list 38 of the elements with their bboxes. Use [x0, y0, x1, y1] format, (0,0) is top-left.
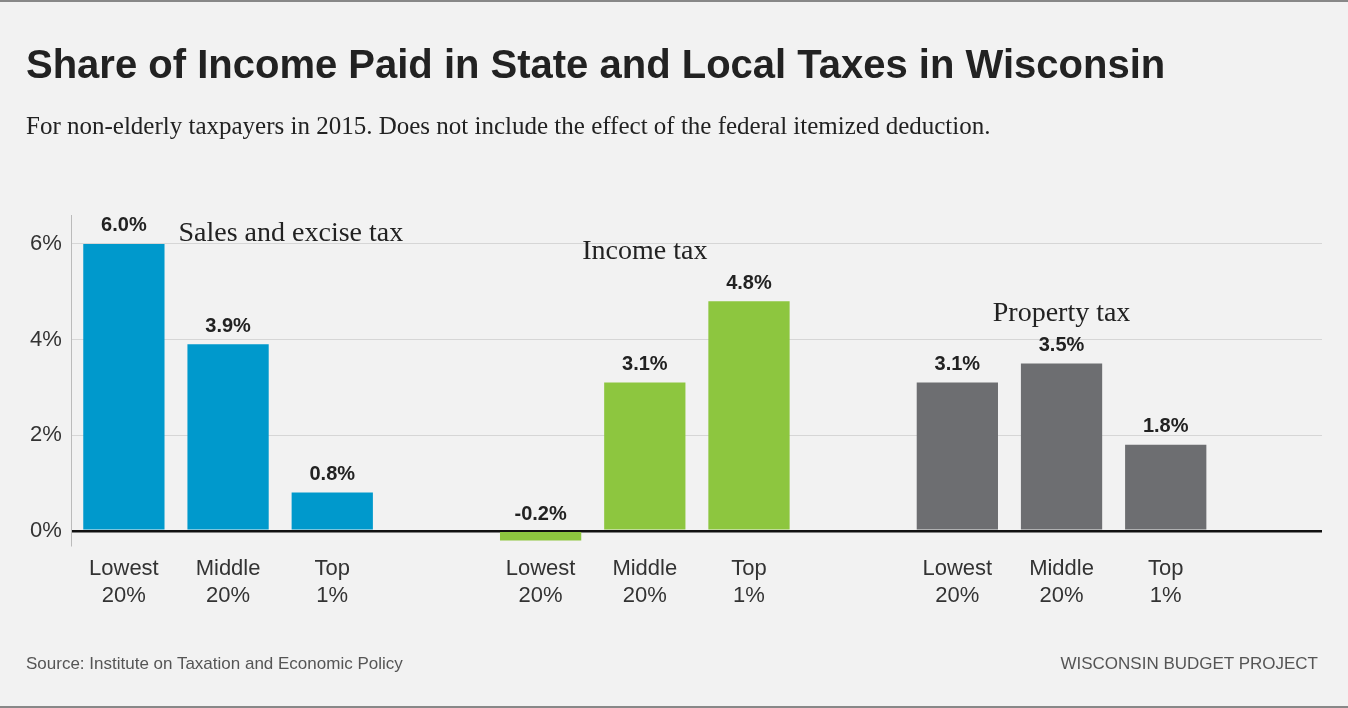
bar: [1020, 363, 1103, 530]
x-tick-label: Lowest 20%: [89, 555, 159, 607]
x-tick-label: Lowest 20%: [505, 555, 576, 607]
y-tick-label: 0%: [30, 516, 62, 542]
bar: [916, 382, 998, 530]
x-tick-label: Top 1%: [1147, 555, 1184, 607]
source-note: Source: Institute on Taxation and Economic Policy: [26, 654, 403, 674]
data-label: 3.9%: [205, 313, 252, 336]
series-label: Income tax: [582, 233, 708, 265]
y-tick-label: 6%: [30, 229, 62, 255]
bar: [1125, 444, 1207, 530]
bar: [604, 382, 686, 530]
data-label: 3.5%: [1038, 332, 1085, 355]
bar: [708, 301, 790, 530]
x-tick-label: Top 1%: [731, 555, 767, 607]
x-tick-label: Middle 20%: [612, 555, 678, 607]
data-label: -0.2%: [514, 501, 567, 524]
bar: [83, 243, 165, 530]
chart-subtitle: For non-elderly taxpayers in 2015. Does not include the effect of the federal itemized deduction.: [26, 112, 991, 140]
data-label: 6.0%: [101, 213, 147, 236]
bar: [187, 344, 269, 530]
data-label: 4.8%: [726, 270, 772, 293]
series-label: Property tax: [992, 295, 1131, 327]
data-label: 1.8%: [1142, 414, 1189, 437]
x-tick-label: Lowest 20%: [922, 555, 993, 607]
y-tick-label: 2%: [30, 421, 62, 447]
series-label: Sales and excise tax: [178, 216, 404, 248]
bar: [291, 492, 373, 530]
x-tick-label: Middle 20%: [195, 555, 261, 607]
chart-title: Share of Income Paid in State and Local Taxes in Wisconsin: [26, 42, 1166, 87]
data-label: 3.1%: [934, 352, 981, 375]
y-tick-label: 4%: [30, 325, 62, 351]
x-tick-label: Middle 20%: [1029, 555, 1094, 607]
data-label: 3.1%: [622, 352, 668, 375]
bar: [499, 532, 582, 541]
x-tick-label: Top 1%: [314, 555, 350, 607]
data-label: 0.8%: [309, 462, 356, 485]
text: WISCONSIN BUDGET PROJECT: [1060, 654, 1318, 674]
